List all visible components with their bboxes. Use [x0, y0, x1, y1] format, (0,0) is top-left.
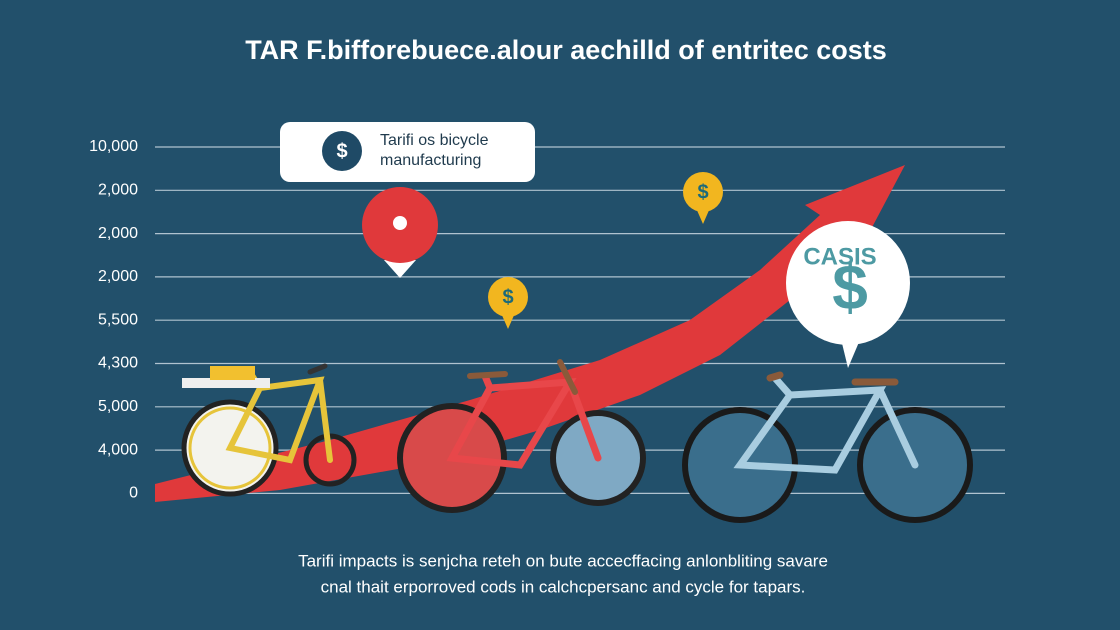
- axis-label: 0: [129, 485, 138, 502]
- coin-symbol: $: [697, 181, 708, 203]
- pin-tip: [384, 260, 416, 278]
- coin-tail: [501, 313, 515, 329]
- coin-body: [488, 277, 528, 317]
- axis-label: 5,000: [98, 398, 138, 415]
- frame: [733, 374, 919, 474]
- bicycle-blue: [682, 371, 973, 523]
- coin-tail: [696, 208, 710, 224]
- caption-line: Tarifi impacts is senjcha reteh on bute …: [298, 551, 828, 570]
- bicycle-red: [397, 359, 646, 513]
- callout: $ Tarifi os bicycle manufacturing: [280, 122, 535, 182]
- axis-label: 10,000: [89, 138, 138, 155]
- pin: [362, 187, 438, 278]
- axis-label: 2,000: [98, 182, 138, 199]
- rim: [188, 406, 272, 490]
- axis-label: 2,000: [98, 268, 138, 285]
- rack: [182, 378, 270, 388]
- seat: [467, 359, 578, 395]
- pin-dot: [393, 216, 407, 230]
- callout-icon-text: $: [336, 140, 347, 162]
- axis-label: 2,000: [98, 225, 138, 242]
- caption-line: cnal thait erporroved cods in calchcpers…: [321, 577, 806, 596]
- coin: $: [488, 277, 528, 329]
- bicycle-yellow: [181, 363, 357, 497]
- axis-label: 4,000: [98, 441, 138, 458]
- axis-label: 5,500: [98, 311, 138, 328]
- basket: [210, 366, 255, 380]
- costs-bubble: CASIS $: [786, 221, 910, 368]
- callout-line: Tarifi os bicycle: [380, 132, 489, 149]
- callout-icon: [322, 131, 362, 171]
- title: TAR F.bifforebuece.alour aechilld of ent…: [245, 35, 887, 65]
- axis-label: 4,300: [98, 355, 138, 372]
- bubble-body: [786, 221, 910, 345]
- seat: [766, 371, 899, 386]
- bubble-label: CASIS: [803, 243, 876, 270]
- bubble-symbol: $: [832, 251, 868, 323]
- coin: $: [683, 172, 723, 224]
- coin-body: [683, 172, 723, 212]
- callout-line: manufacturing: [380, 152, 481, 169]
- handlebar: [307, 363, 328, 375]
- coin-symbol: $: [502, 286, 513, 308]
